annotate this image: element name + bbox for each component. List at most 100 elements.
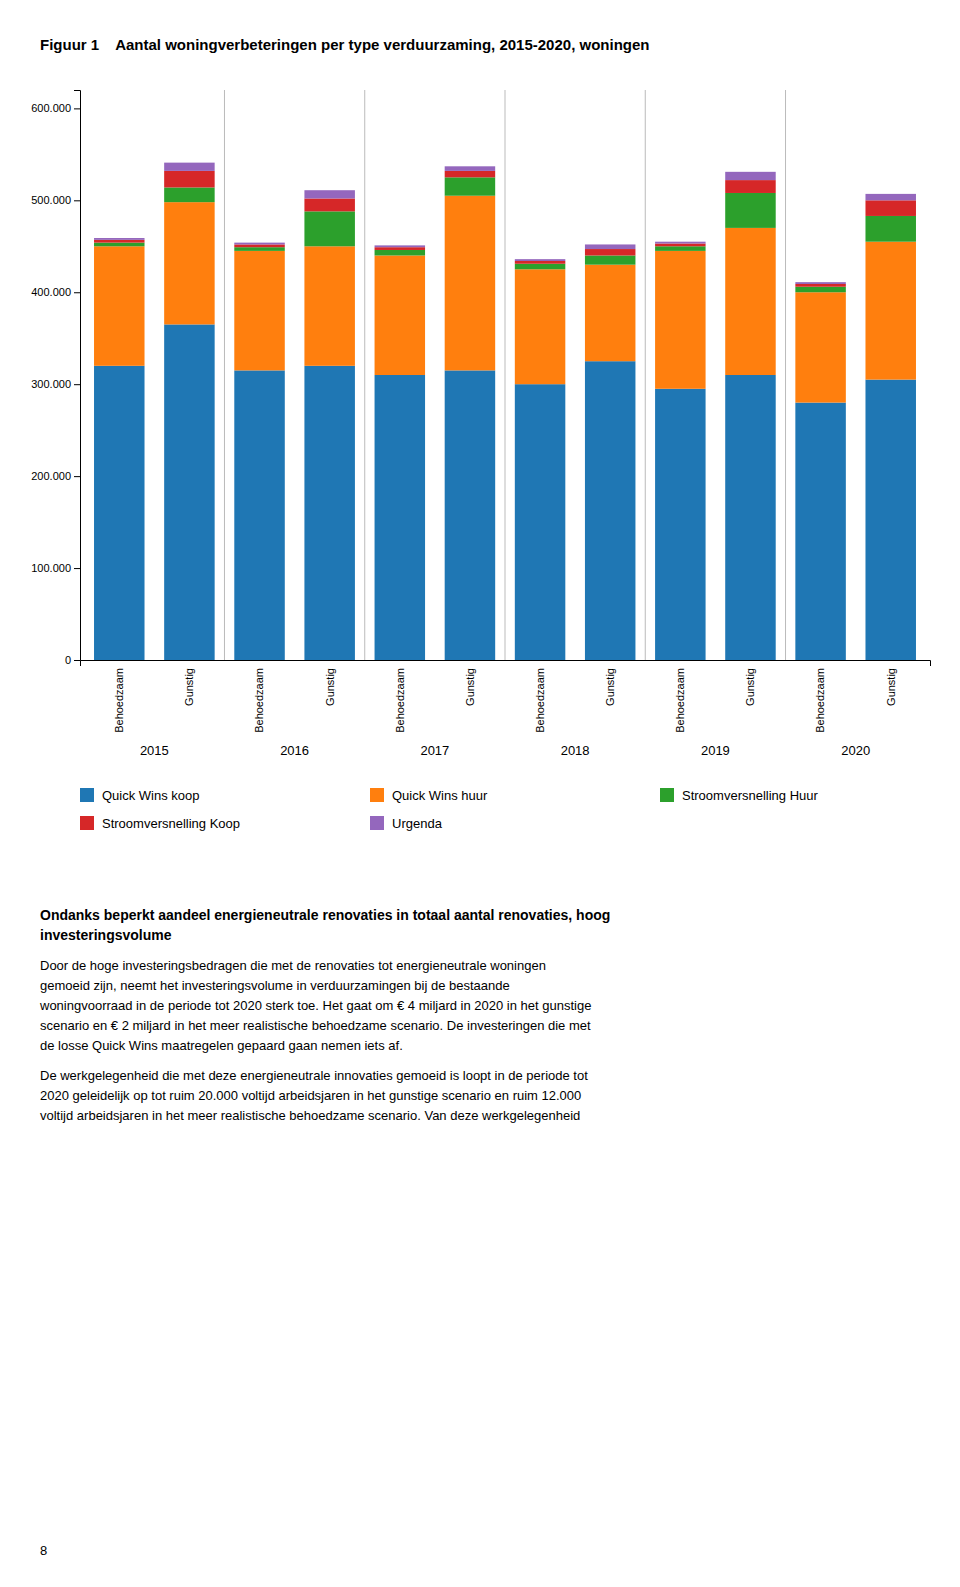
bar-segment [585,244,635,249]
x-tick: Behoedzaam [394,668,406,733]
group-divider [364,90,365,660]
tick-label: 300.000 [31,378,71,390]
bar-segment [164,187,214,202]
group-label: 2015 [140,743,169,758]
bar-segment [304,211,354,246]
x-tick: Behoedzaam [253,668,265,733]
bar-segment [865,194,915,200]
bar-segment [585,265,635,362]
heading-line: Ondanks beperkt aandeel energieneutrale … [40,907,610,923]
heading-line: investeringsvolume [40,927,172,943]
bar-segment [164,163,214,171]
bar-segment [865,216,915,242]
legend-swatch [370,788,384,802]
x-tick: Gunstig [324,668,336,706]
y-tick: 600.000 [31,102,80,114]
group-divider [785,90,786,660]
legend-swatch [80,788,94,802]
bar-segment [234,251,284,371]
group-labels: 201520162017201820192020 [140,743,870,758]
legend: Quick Wins koopQuick Wins huurStroomvers… [80,788,819,831]
bar-segment [655,242,705,244]
tick-label: Gunstig [885,668,897,706]
bar-segment [725,193,775,228]
bar-segment [234,247,284,251]
legend-label: Quick Wins koop [102,788,200,803]
bar-segment [94,238,144,240]
bar-segment [865,200,915,216]
bar-segment [515,384,565,660]
tick-label: 200.000 [31,470,71,482]
bar-segment [445,177,495,195]
tick-mark [74,200,80,201]
legend-item: Stroomversnelling Huur [660,788,819,803]
y-tick: 100.000 [31,562,80,574]
bar-segment [865,242,915,380]
bar-segment [164,202,214,324]
series [94,324,916,660]
bar-segment [94,240,144,243]
group-divider [224,90,225,660]
body-line: gemoeid zijn, neemt het investeringsvolu… [40,978,510,993]
y-axis: 0 100.000 200.000 300.000 400.000 500.000 600.… [31,91,80,667]
tick-mark [74,660,80,661]
tick-label: 500.000 [31,194,71,206]
body-line: scenario en € 2 miljard in het meer real… [40,1018,591,1033]
axis-domain [81,661,931,667]
tick-label: Gunstig [604,668,616,706]
tick-mark [74,568,80,569]
bar-segment [445,166,495,171]
bar-segment [375,375,425,660]
bar-segment [164,324,214,660]
legend-item: Quick Wins koop [80,788,200,803]
x-tick: Gunstig [885,668,897,706]
bar-segment [795,403,845,660]
bar-segment [234,244,284,247]
x-tick: Gunstig [604,668,616,706]
axis-domain [74,91,81,661]
body-line: 2020 geleidelijk op tot ruim 20.000 volt… [40,1088,581,1103]
y-tick: 500.000 [31,194,80,206]
tick-label: Gunstig [183,668,195,706]
bar-segment [655,244,705,247]
x-axis: Behoedzaam Gunstig Behoedzaam Gunstig Behoed… [81,661,931,733]
bars [94,163,916,660]
bar-segment [865,380,915,660]
body-line: woningvoorraad in de periode tot 2020 st… [39,998,591,1013]
tick-label: Behoedzaam [814,668,826,733]
figure-label: Figuur 1 [40,36,99,53]
bar-segment [585,255,635,264]
bar-segment [725,228,775,375]
group-dividers [224,90,785,660]
bar-segment [795,284,845,287]
legend-swatch [80,816,94,830]
x-tick: Behoedzaam [814,668,826,733]
group-divider [505,90,506,660]
group-label: 2016 [280,743,309,758]
series [94,163,916,284]
bar-segment [725,180,775,193]
x-tick: Behoedzaam [534,668,546,733]
bar-segment [234,243,284,245]
bar-segment [375,250,425,256]
bar-segment [515,264,565,270]
body-line: De werkgelegenheid die met deze energien… [40,1068,588,1083]
bar-segment [515,269,565,384]
bar-segment [234,370,284,660]
tick-label: Behoedzaam [674,668,686,733]
bar-segment [94,246,144,366]
legend-item: Urgenda [370,816,443,831]
bar-segment [304,246,354,366]
group-label: 2018 [561,743,590,758]
chart-title: Aantal woningverbeteringen per type verd… [115,36,649,53]
bar-segment [795,292,845,402]
y-tick: 0 [65,654,80,666]
tick-label: Gunstig [464,668,476,706]
y-tick: 400.000 [31,286,80,298]
bar-segment [655,246,705,251]
series [94,177,916,292]
bar-segment [725,375,775,660]
x-tick: Gunstig [183,668,195,706]
bar-segment [725,172,775,180]
tick-label: Behoedzaam [113,668,125,733]
